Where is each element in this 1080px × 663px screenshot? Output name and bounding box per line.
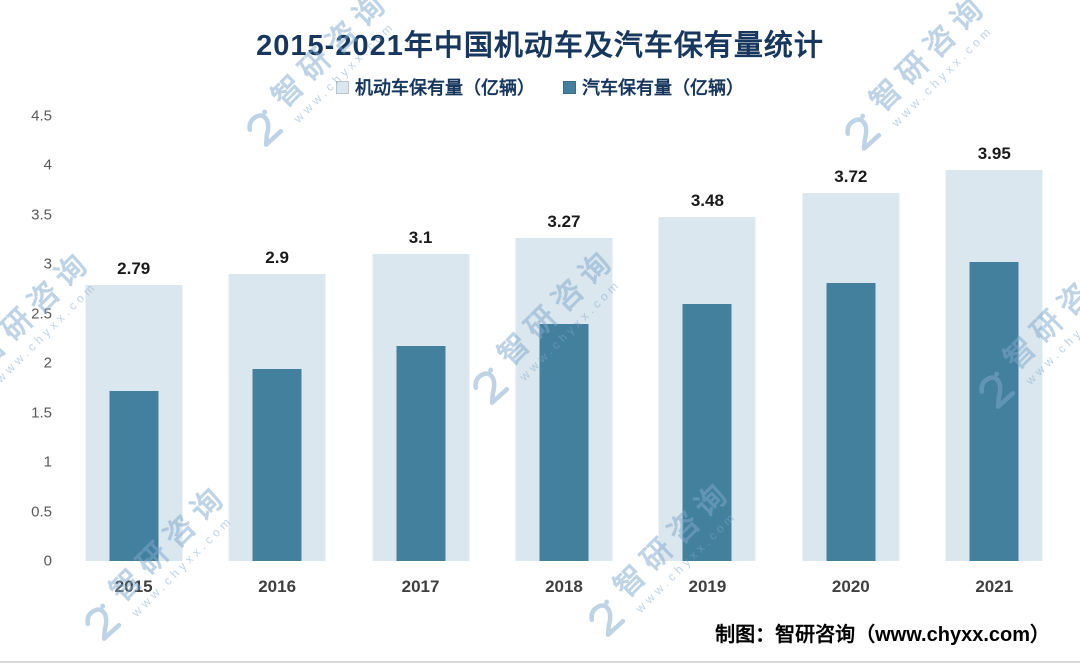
bar-group-2020: 3.72 2020: [779, 116, 922, 597]
legend-label-1: 汽车保有量（亿辆）: [582, 78, 744, 98]
credit-text: 制图：智研咨询（www.chyxx.com）: [715, 624, 1050, 646]
bar-value-label: 3.72: [834, 167, 868, 187]
bar-value-label: 2.79: [117, 259, 151, 279]
bar-group-2019: 3.48 2019: [636, 116, 779, 597]
y-axis-tick-label: 3.5: [31, 206, 52, 224]
y-axis-tick-label: 2.5: [31, 305, 52, 323]
legend-swatch-0: [336, 80, 349, 94]
y-axis-tick-label: 0: [43, 552, 52, 570]
bar-value-label: 3.95: [977, 144, 1011, 164]
x-axis-label: 2016: [258, 577, 297, 596]
y-axis: 0 0.5 1 1.5 2 2.5 3 3.5 4 4.5: [10, 109, 62, 569]
bar-value-label: 3.48: [690, 190, 724, 210]
bar-group-2017: 3.1 2017: [349, 116, 492, 597]
bar-group-2015: 2.79 2015: [62, 116, 205, 597]
bar-group-2016: 2.9 2016: [205, 116, 348, 597]
bar-automobile: [109, 390, 159, 561]
plot-area: 2.79 2015 2.9 2016 3.1 2017 3.27 2018 3.48 2019 3.…: [62, 116, 1066, 597]
legend: 机动车保有量（亿辆） 汽车保有量（亿辆）: [0, 74, 1080, 100]
y-axis-tick-label: 0.5: [31, 503, 52, 521]
bar-value-label: 2.9: [265, 248, 289, 268]
bar-group-2018: 3.27 2018: [492, 116, 635, 597]
x-axis-label: 2020: [831, 577, 870, 596]
watermark-logo-icon: [73, 595, 130, 652]
y-axis-tick-label: 1: [43, 453, 52, 471]
legend-item-1: 汽车保有量（亿辆）: [563, 74, 744, 100]
y-axis-tick-label: 3: [43, 255, 52, 273]
x-axis-label: 2021: [975, 577, 1014, 596]
watermark-logo-icon: [577, 591, 634, 648]
bar-stack: 3.1: [349, 116, 492, 561]
bar-stack: 3.95: [923, 116, 1066, 561]
bar-stack: 3.27: [492, 116, 635, 561]
legend-item-0: 机动车保有量（亿辆）: [336, 74, 535, 100]
chart-area: 0 0.5 1 1.5 2 2.5 3 3.5 4 4.5 2.79 2015 2.9 2016 3.1 2…: [0, 109, 1080, 597]
x-axis-label: 2017: [401, 577, 440, 596]
bar-automobile: [539, 323, 589, 561]
chart-title: 2015-2021年中国机动车及汽车保有量统计: [256, 30, 824, 62]
bar-stack: 3.72: [779, 116, 922, 561]
legend-swatch-1: [563, 80, 576, 94]
bar-automobile: [252, 369, 302, 561]
bar-stack: 2.79: [62, 116, 205, 561]
bar-value-label: 3.27: [547, 211, 581, 231]
x-axis-label: 2018: [545, 577, 583, 596]
bar-stack: 3.48: [636, 116, 779, 561]
x-axis-label: 2019: [688, 577, 727, 596]
y-axis-tick-label: 4: [43, 156, 52, 174]
x-axis-label: 2015: [114, 577, 153, 596]
bar-automobile: [396, 346, 446, 561]
y-axis-tick-label: 4.5: [31, 107, 52, 125]
y-axis-tick-label: 1.5: [31, 404, 52, 422]
bar-automobile: [682, 303, 732, 561]
bar-value-label: 3.1: [408, 228, 433, 248]
bar-automobile: [826, 283, 876, 561]
bar-group-2021: 3.95 2021: [923, 116, 1066, 597]
legend-label-0: 机动车保有量（亿辆）: [355, 78, 535, 98]
bar-stack: 2.9: [205, 116, 348, 561]
bar-automobile: [969, 262, 1019, 561]
y-axis-tick-label: 2: [43, 354, 52, 372]
